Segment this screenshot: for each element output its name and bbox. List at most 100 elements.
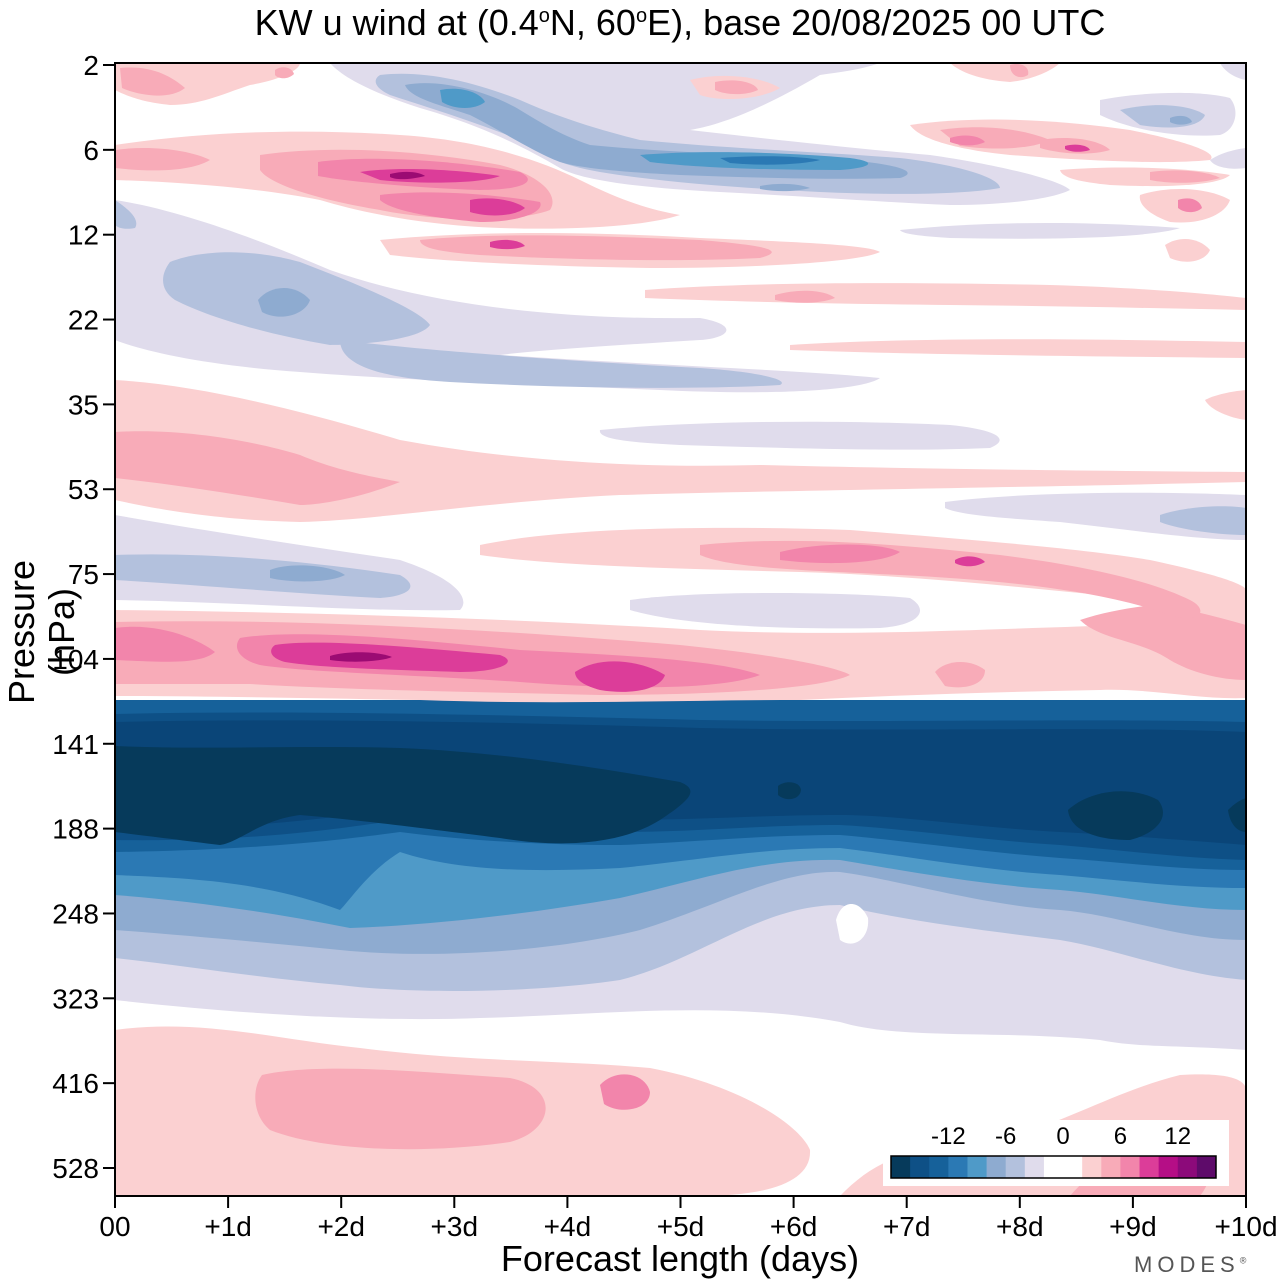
fill-easterly-top-right <box>1220 63 1246 80</box>
title-prefix: KW u wind at (0.4 <box>254 2 539 43</box>
y-tick-label: 12 <box>68 220 99 251</box>
contour-fills <box>115 63 1246 1196</box>
fill-easterly-35 <box>599 421 1000 450</box>
colorbar-swatch <box>1177 1156 1198 1178</box>
colorbar-tick-label: -6 <box>995 1123 1016 1150</box>
colorbar-swatch <box>1139 1156 1160 1178</box>
colorbar-swatch <box>910 1156 930 1178</box>
colorbar-swatch <box>1082 1156 1102 1178</box>
y-tick-label: 141 <box>52 729 99 760</box>
chart-title: KW u wind at (0.4oN, 60oE), base 20/08/2… <box>0 2 1280 44</box>
x-tick-label: +5d <box>657 1211 705 1242</box>
colorbar-swatch <box>1120 1156 1141 1178</box>
y-axis-label: Pressure (hPa) <box>1 559 82 705</box>
colorbar-swatch <box>967 1156 988 1178</box>
fill-westerly-10-right-core <box>1178 198 1202 213</box>
fill-westerly-top-mid-core <box>715 80 758 95</box>
fill-easterly-left-edge <box>115 200 137 229</box>
fill-westerly-6-dark <box>390 171 425 180</box>
title-mid: N, 60 <box>549 2 636 43</box>
colorbar-tick-label: -12 <box>931 1123 966 1150</box>
y-tick-label: 188 <box>52 814 99 845</box>
fill-westerly-8-right-core <box>1150 170 1220 183</box>
x-tick-label: +9d <box>1109 1211 1157 1242</box>
colorbar-swatch <box>929 1156 949 1178</box>
fill-easterly-53-right-blue <box>1160 506 1246 535</box>
x-tick-label: +3d <box>431 1211 479 1242</box>
fill-westerly-104-dark <box>330 652 392 662</box>
watermark-text: MODES <box>1134 1252 1240 1277</box>
fill-easterly-75-right <box>630 593 920 629</box>
x-tick-label: 00 <box>99 1211 130 1242</box>
fill-westerly-top-left-core <box>120 67 185 96</box>
x-axis: 00 +1d +2d +3d +4d +5d +6d +7d +8d +9d +10d <box>99 1196 1278 1242</box>
fill-easterly-22-outer <box>115 200 880 393</box>
fill-easterly-75-blue3 <box>270 565 345 582</box>
colorbar-swatch <box>1158 1156 1179 1178</box>
fill-westerly-12-dot <box>570 200 650 220</box>
y-tick-label: 22 <box>68 305 99 336</box>
x-axis-label: Forecast length (days) <box>500 1238 860 1279</box>
y-tick-label: 104 <box>52 644 99 675</box>
colorbar-swatch <box>891 1156 911 1178</box>
fill-jet-core <box>115 746 691 845</box>
fill-westerly-450hPa-core <box>255 1068 546 1150</box>
x-tick-label: +7d <box>883 1211 931 1242</box>
colorbar-tick-label: 12 <box>1164 1123 1191 1150</box>
colorbar-swatch <box>1196 1156 1217 1178</box>
fill-westerly-top-right <box>950 63 1060 82</box>
colorbar-swatch <box>1101 1156 1121 1178</box>
y-tick-label: 2 <box>83 50 99 81</box>
y-axis: 2 6 12 22 35 53 75 104 141 188 248 323 416 528 <box>52 50 115 1184</box>
fill-easterly-upper-right-c <box>1170 115 1192 125</box>
y-tick-label: 53 <box>68 474 99 505</box>
fill-westerly-6-mag <box>360 169 500 183</box>
fill-westerly-104-dot <box>935 661 985 688</box>
x-tick-label: +6d <box>770 1211 818 1242</box>
fill-easterly-12-right <box>900 223 1180 239</box>
fill-easterly-22-blue2 <box>340 340 782 388</box>
colorbar-frame <box>890 1155 1217 1179</box>
x-tick-label: +4d <box>544 1211 592 1242</box>
fill-westerly-45-right <box>1205 390 1246 420</box>
fill-westerly-6-left <box>115 148 210 171</box>
fill-easterly-22-blue3 <box>258 287 310 317</box>
y-tick-label: 35 <box>68 389 99 420</box>
fill-westerly-6-mag2 <box>470 198 525 216</box>
fill-white-hole <box>836 904 869 944</box>
fill-westerly-70-pink <box>780 544 900 564</box>
fill-easterly-upper-blue5 <box>720 156 820 165</box>
fill-westerly-35-thin <box>790 339 1246 358</box>
y-tick-label: 6 <box>83 135 99 166</box>
x-tick-label: +10d <box>1214 1211 1277 1242</box>
fill-westerly-450hPa-dot <box>600 1074 650 1110</box>
fill-jet-core-c <box>1228 798 1246 832</box>
fill-westerly-top-dot <box>275 67 294 79</box>
colorbar-swatch <box>1024 1156 1045 1178</box>
fill-westerly-104-mag2 <box>575 661 665 692</box>
fill-jet-core-d <box>778 782 801 800</box>
fill-westerly-70-pink2 <box>955 556 985 567</box>
title-degree-2: o <box>635 5 648 27</box>
y-tick-label: 323 <box>52 983 99 1014</box>
colorbar: -12 -6 0 6 12 <box>883 1120 1229 1186</box>
colorbar-labels: -12 -6 0 6 12 <box>931 1123 1191 1150</box>
fill-westerly-12-pink <box>490 239 525 250</box>
fill-westerly-upper-right-2b <box>1065 144 1090 152</box>
y-tick-label: 528 <box>52 1153 99 1184</box>
colorbar-swatch <box>986 1156 1007 1178</box>
x-tick-label: +2d <box>317 1211 365 1242</box>
fill-easterly-upper-blue4 <box>440 88 485 108</box>
colorbar-swatch <box>1005 1156 1026 1178</box>
fill-westerly-104-pink <box>115 626 215 662</box>
colorbar-tick-label: 6 <box>1114 1123 1127 1150</box>
x-tick-label: +8d <box>996 1211 1044 1242</box>
fill-westerly-top-right-core <box>1010 64 1029 78</box>
colorbar-swatch <box>1063 1156 1083 1178</box>
fill-westerly-45-outer <box>115 380 1246 522</box>
watermark-registered-mark: ® <box>1239 1255 1247 1266</box>
modes-watermark: MODES® <box>1134 1252 1246 1278</box>
x-tick-label: +1d <box>204 1211 252 1242</box>
colorbar-swatch <box>1043 1156 1064 1178</box>
